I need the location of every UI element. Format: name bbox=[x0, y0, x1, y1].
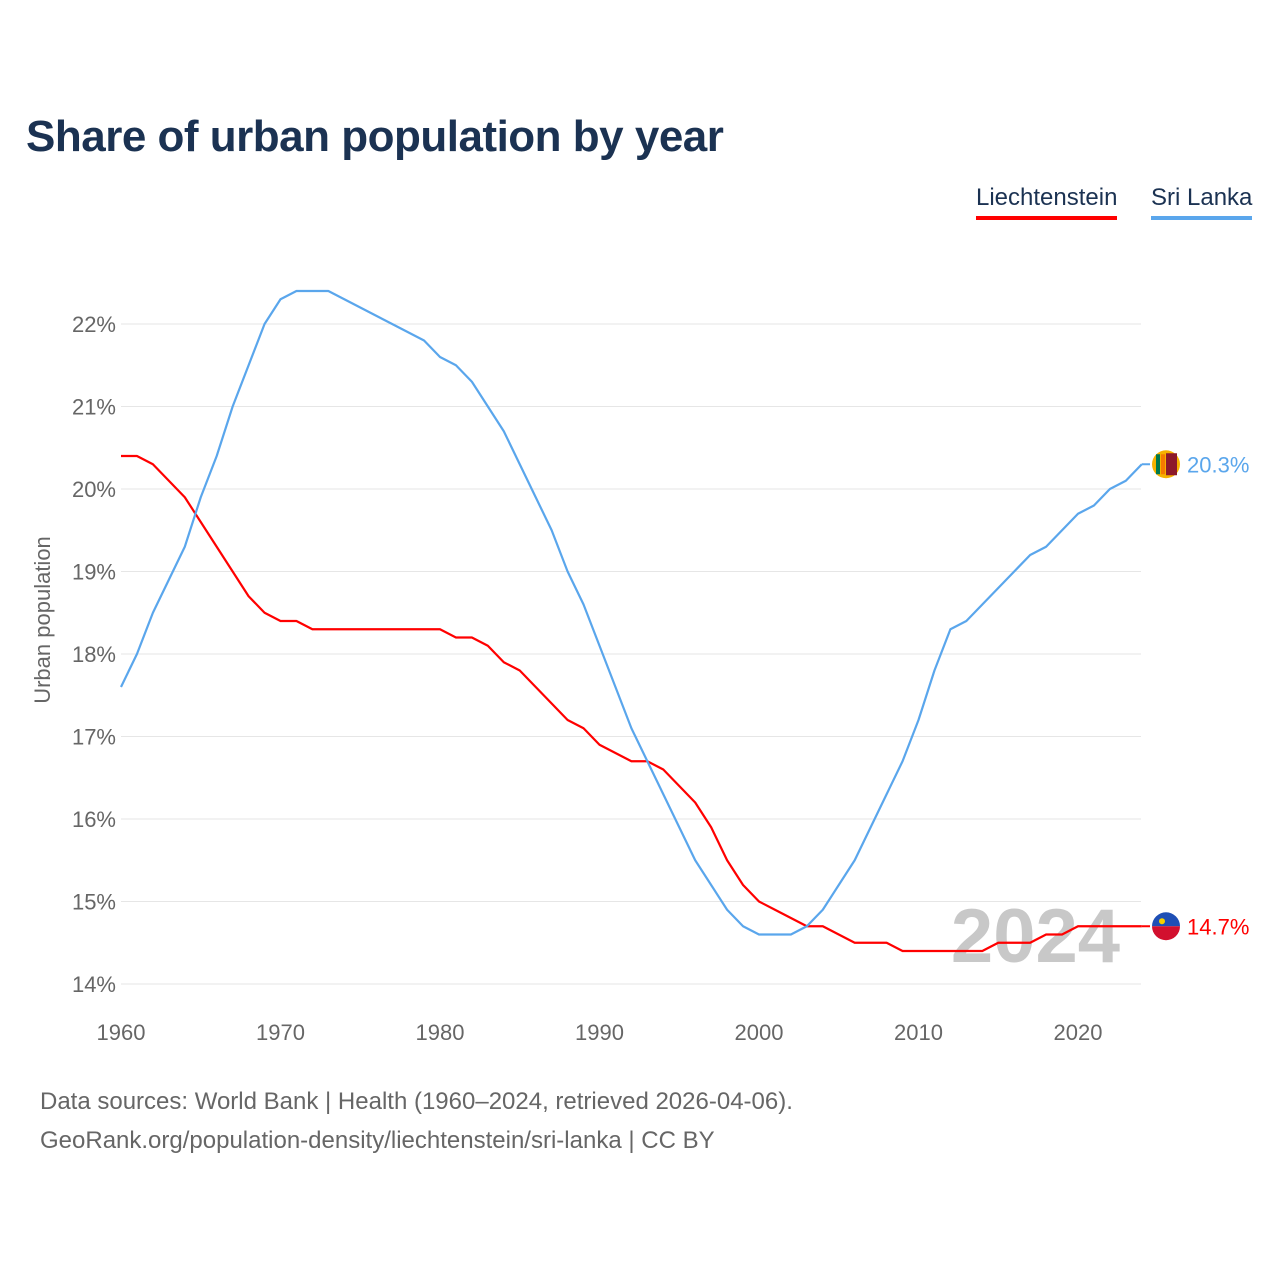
flag-panel-maroon bbox=[1166, 453, 1177, 476]
x-tick-label: 2000 bbox=[735, 1020, 784, 1045]
footer-sources: Data sources: World Bank | Health (1960–… bbox=[40, 1088, 793, 1115]
y-tick-label: 15% bbox=[72, 890, 116, 915]
x-tick-label: 1990 bbox=[575, 1020, 624, 1045]
year-watermark: 2024 bbox=[951, 894, 1120, 979]
footer-attribution[interactable]: GeoRank.org/population-density/liechtens… bbox=[40, 1127, 715, 1154]
y-tick-label: 18% bbox=[72, 642, 116, 667]
end-value-label: 14.7% bbox=[1187, 914, 1249, 939]
x-tick-label: 1980 bbox=[416, 1020, 465, 1045]
legend-sri-lanka[interactable]: Sri Lanka bbox=[1151, 184, 1253, 220]
y-tick-label: 22% bbox=[72, 312, 116, 337]
y-axis-label: Urban population bbox=[30, 536, 55, 704]
series-line-liechtenstein bbox=[121, 454, 1142, 953]
y-tick-label: 14% bbox=[72, 972, 116, 997]
x-tick-label: 1960 bbox=[97, 1020, 146, 1045]
legend-liechtenstein[interactable]: Liechtenstein bbox=[976, 184, 1118, 220]
y-tick-label: 16% bbox=[72, 807, 116, 832]
flag-stripe-orange bbox=[1161, 454, 1165, 475]
chart-title: Share of urban population by year bbox=[26, 112, 724, 161]
series-line-sri-lanka bbox=[120, 289, 1143, 936]
x-tick-label: 2010 bbox=[894, 1020, 943, 1045]
y-tick-label: 17% bbox=[72, 725, 116, 750]
liechtenstein-flag-icon bbox=[1152, 912, 1181, 927]
crown-icon bbox=[1159, 918, 1165, 925]
y-tick-label: 21% bbox=[72, 395, 116, 420]
y-tick-label: 20% bbox=[72, 477, 116, 502]
x-tick-label: 1970 bbox=[256, 1020, 305, 1045]
x-tick-label: 2020 bbox=[1054, 1020, 1103, 1045]
liechtenstein-flag-icon-lower bbox=[1152, 926, 1181, 941]
end-value-label: 20.3% bbox=[1187, 452, 1249, 477]
flag-stripe-green bbox=[1156, 454, 1160, 475]
y-tick-label: 19% bbox=[72, 560, 116, 585]
